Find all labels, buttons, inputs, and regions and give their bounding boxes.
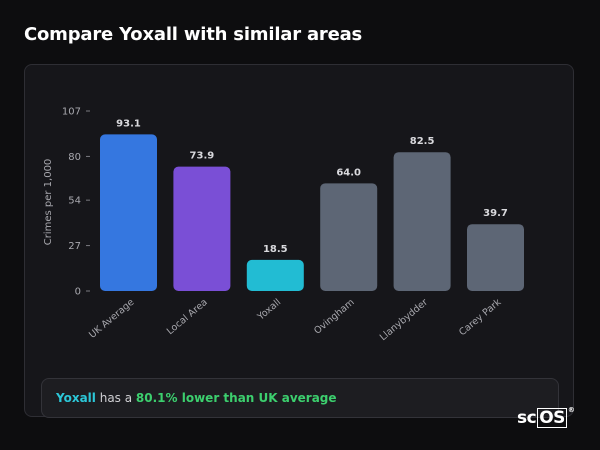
- bars: [100, 134, 524, 291]
- y-tick-label: 0: [75, 287, 81, 298]
- bar: [467, 224, 524, 291]
- comparison-card: Crimes per 1,000 0 27 54 80 107 93.1 73.9 18.5…: [24, 64, 574, 418]
- summary-text: has a: [95, 391, 136, 405]
- value-labels: 93.1 73.9 18.5 64.0 82.5 39.7: [116, 118, 508, 254]
- summary-stat: 80.1% lower than UK average: [135, 391, 337, 405]
- logo-prefix: sc: [517, 408, 537, 428]
- summary-box: Yoxall has a 80.1% lower than UK average: [41, 378, 559, 418]
- x-category-label: Ovingham: [312, 297, 357, 337]
- bar-value-label: 93.1: [116, 118, 141, 129]
- y-tick-label: 107: [62, 107, 81, 118]
- logo-boxed: OS: [537, 408, 567, 428]
- x-axis: UK Average Local Area Yoxall Ovingham Llanyb…: [87, 297, 504, 344]
- y-tick-label: 80: [68, 152, 81, 163]
- x-category-label: Yoxall: [255, 297, 283, 323]
- scos-logo: sc OS ®: [517, 406, 575, 428]
- bar: [320, 183, 378, 291]
- bar-value-label: 18.5: [263, 244, 288, 255]
- summary-place: Yoxall: [56, 391, 96, 405]
- x-category-label: Carey Park: [457, 297, 504, 339]
- bar-value-label: 64.0: [336, 167, 361, 178]
- y-tick-label: 54: [68, 196, 81, 207]
- bar: [100, 134, 157, 291]
- x-category-label: Llanybydder: [378, 297, 430, 343]
- bar-chart: Crimes per 1,000 0 27 54 80 107 93.1 73.9 18.5…: [43, 107, 524, 344]
- bar-value-label: 73.9: [190, 151, 215, 162]
- page-title: Compare Yoxall with similar areas: [24, 24, 363, 45]
- y-axis: 0 27 54 80 107: [62, 107, 90, 298]
- bar: [393, 152, 451, 291]
- bar: [246, 259, 304, 291]
- bar: [173, 166, 231, 291]
- x-category-label: Local Area: [165, 297, 210, 337]
- y-tick-label: 27: [68, 241, 81, 252]
- bar-value-label: 82.5: [410, 136, 435, 147]
- logo-registered-mark: ®: [567, 406, 575, 414]
- bar-value-label: 39.7: [483, 208, 508, 219]
- y-axis-label: Crimes per 1,000: [43, 159, 54, 246]
- x-category-label: UK Average: [87, 297, 136, 341]
